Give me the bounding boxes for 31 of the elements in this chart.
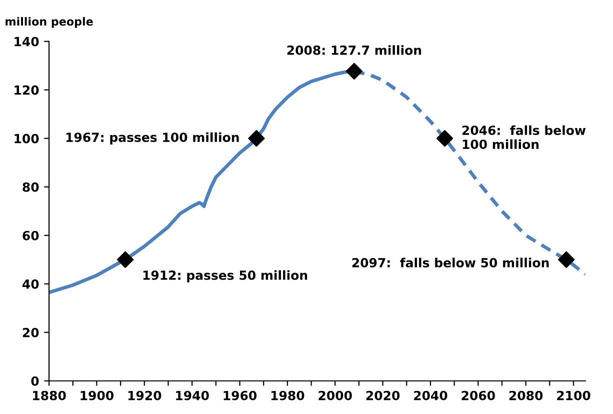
point — [117, 251, 134, 268]
annotation: 2008: 127.7 million — [287, 45, 422, 55]
annotation: 1967: passes 100 million — [66, 132, 239, 144]
point — [346, 62, 362, 80]
x-tick-label: 2100 — [557, 390, 590, 400]
x-tick-label: 1980 — [271, 390, 304, 400]
x-tick-label: 1880 — [33, 390, 66, 400]
y-tick-label: 0 — [31, 376, 39, 386]
point — [436, 130, 454, 147]
annotation: 1912: passes 50 million — [143, 270, 308, 282]
annotation: 2097: falls below 50 million — [352, 258, 549, 268]
point — [558, 251, 575, 268]
y-tick-label: 40 — [22, 279, 39, 289]
y-tick-label: 60 — [22, 230, 39, 240]
y-tick-label: 100 — [14, 134, 39, 144]
y-tick-label: 80 — [22, 182, 39, 192]
x-tick-label: 2020 — [366, 390, 400, 400]
y-tick-label: 20 — [22, 328, 39, 338]
x-tick-label: 1900 — [80, 390, 114, 400]
x-tick-label: 1960 — [224, 390, 257, 400]
y-tick-label: 120 — [14, 85, 39, 95]
annotation: 2046: falls below 100 million — [462, 125, 586, 150]
point — [248, 130, 265, 147]
x-tick-label: 2000 — [318, 390, 352, 400]
y-tick-label: 140 — [14, 36, 39, 46]
x-tick-label: 1940 — [176, 390, 209, 400]
x-tick-label: 1920 — [128, 390, 162, 400]
x-tick-label: 2080 — [509, 390, 543, 400]
x-tick-label: 2060 — [462, 390, 495, 400]
x-tick-label: 2040 — [414, 390, 448, 400]
y-axis-title: million people — [6, 17, 93, 28]
